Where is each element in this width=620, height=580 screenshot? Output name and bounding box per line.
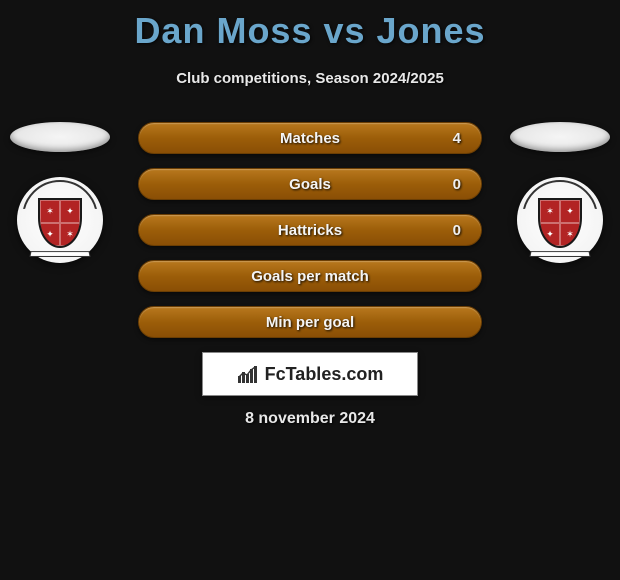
stat-row-goals-per-match: Goals per match <box>138 260 482 292</box>
stat-row-matches: Matches 4 <box>138 122 482 154</box>
stat-label: Goals per match <box>251 268 369 285</box>
kit-left-ellipse <box>10 122 110 152</box>
shield-quadrant: ✶ <box>40 200 60 223</box>
shield-quadrant: ✦ <box>60 200 80 223</box>
shield-quadrant: ✦ <box>40 223 60 246</box>
shield-quadrant: ✶ <box>560 223 580 246</box>
stat-label: Min per goal <box>266 314 354 331</box>
stat-value-right: 4 <box>453 130 461 147</box>
page-title: Dan Moss vs Jones <box>0 0 620 52</box>
stat-value-right: 0 <box>453 222 461 239</box>
club-crest-right: ✶ ✦ ✦ ✶ <box>517 177 603 263</box>
stat-label: Goals <box>289 176 331 193</box>
stat-row-min-per-goal: Min per goal <box>138 306 482 338</box>
source-logo-text: FcTables.com <box>265 364 384 385</box>
stat-label: Hattricks <box>278 222 342 239</box>
crest-banner <box>529 251 590 257</box>
stat-row-hattricks: Hattricks 0 <box>138 214 482 246</box>
barchart-icon <box>237 364 259 384</box>
stats-column: Matches 4 Goals 0 Hattricks 0 Goals per … <box>138 122 482 352</box>
source-logo[interactable]: FcTables.com <box>202 352 418 396</box>
crest-shield: ✶ ✦ ✦ ✶ <box>538 198 582 248</box>
shield-quadrant: ✦ <box>560 200 580 223</box>
club-crest-left: ✶ ✦ ✦ ✶ <box>17 177 103 263</box>
kit-right-ellipse <box>510 122 610 152</box>
stat-row-goals: Goals 0 <box>138 168 482 200</box>
crest-banner <box>29 251 90 257</box>
shield-quadrant: ✦ <box>540 223 560 246</box>
shield-quadrant: ✶ <box>60 223 80 246</box>
competition-subtitle: Club competitions, Season 2024/2025 <box>0 70 620 87</box>
stat-value-right: 0 <box>453 176 461 193</box>
snapshot-date: 8 november 2024 <box>0 410 620 428</box>
crest-shield: ✶ ✦ ✦ ✶ <box>38 198 82 248</box>
shield-quadrant: ✶ <box>540 200 560 223</box>
stat-label: Matches <box>280 130 340 147</box>
